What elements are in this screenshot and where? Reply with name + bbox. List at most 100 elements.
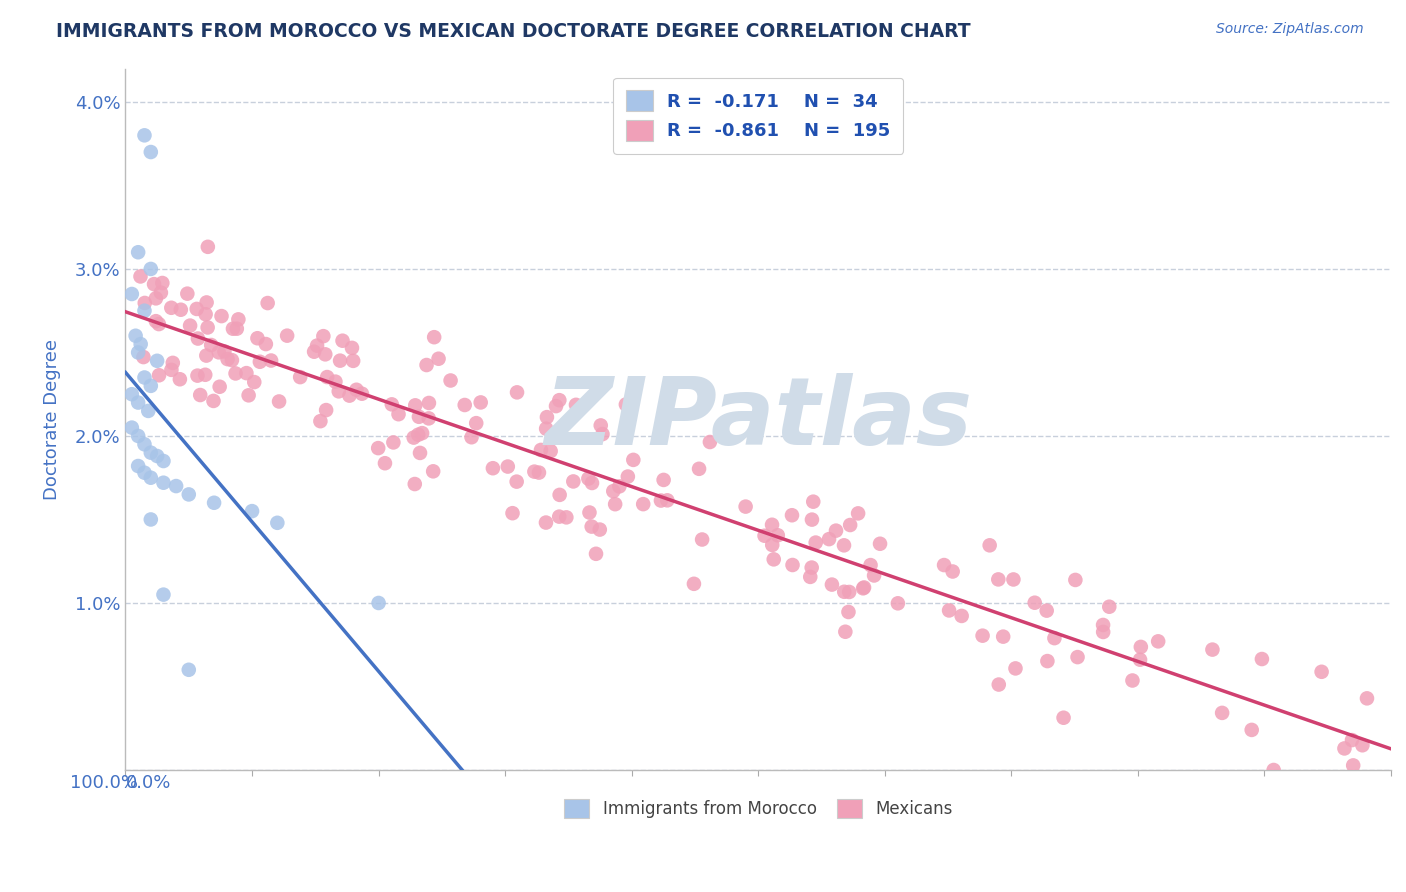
Point xyxy=(837,605,859,619)
Point xyxy=(256,296,278,310)
Point xyxy=(683,577,706,591)
Point xyxy=(502,506,524,520)
Point xyxy=(544,399,567,413)
Point xyxy=(688,462,710,476)
Point xyxy=(1024,596,1046,610)
Point xyxy=(409,446,432,460)
Point xyxy=(605,497,627,511)
Point xyxy=(177,487,200,501)
Point xyxy=(406,427,429,442)
Point xyxy=(127,245,149,260)
Point xyxy=(194,307,217,321)
Point xyxy=(411,426,433,441)
Point xyxy=(404,398,426,412)
Point xyxy=(309,414,332,428)
Point xyxy=(243,375,266,389)
Point xyxy=(225,321,247,335)
Legend: Immigrants from Morocco, Mexicans: Immigrants from Morocco, Mexicans xyxy=(558,792,959,825)
Point xyxy=(288,370,311,384)
Point xyxy=(589,418,612,433)
Point xyxy=(987,573,1010,587)
Point xyxy=(422,464,444,478)
Point xyxy=(825,524,848,538)
Point xyxy=(938,603,960,617)
Point xyxy=(470,395,492,409)
Point xyxy=(152,475,174,490)
Point xyxy=(276,328,298,343)
Point xyxy=(200,338,222,352)
Point xyxy=(1035,604,1057,618)
Point xyxy=(254,337,277,351)
Point xyxy=(1201,642,1223,657)
Point xyxy=(188,388,211,402)
Point xyxy=(225,367,247,381)
Point xyxy=(145,291,167,305)
Point xyxy=(780,508,803,523)
Point xyxy=(221,353,243,368)
Point xyxy=(127,458,149,473)
Point xyxy=(1121,673,1143,688)
Point xyxy=(762,552,785,566)
Point xyxy=(222,322,245,336)
Point xyxy=(846,507,869,521)
Point xyxy=(346,383,368,397)
Point xyxy=(534,516,557,530)
Point xyxy=(228,312,250,326)
Point xyxy=(134,303,156,318)
Point xyxy=(465,416,488,430)
Point xyxy=(548,488,571,502)
Point xyxy=(260,353,283,368)
Point xyxy=(143,277,166,292)
Point xyxy=(208,345,231,359)
Point xyxy=(149,285,172,300)
Point xyxy=(853,581,876,595)
Point xyxy=(325,375,347,389)
Point xyxy=(834,624,856,639)
Point xyxy=(799,570,821,584)
Point xyxy=(821,577,844,591)
Point xyxy=(439,374,461,388)
Point xyxy=(832,538,855,552)
Point xyxy=(127,395,149,409)
Point xyxy=(496,459,519,474)
Point xyxy=(139,262,162,277)
Point xyxy=(197,240,219,254)
Point xyxy=(839,518,862,533)
Point xyxy=(418,411,440,425)
Point xyxy=(460,430,482,444)
Point xyxy=(1351,738,1374,752)
Point xyxy=(148,368,170,383)
Text: ZIPatlas: ZIPatlas xyxy=(544,373,973,466)
Point xyxy=(381,397,404,411)
Point xyxy=(139,512,162,526)
Point xyxy=(266,516,288,530)
Point xyxy=(423,330,446,344)
Point xyxy=(316,370,339,384)
Point xyxy=(1092,618,1115,632)
Point xyxy=(217,352,239,367)
Point xyxy=(987,677,1010,691)
Point xyxy=(124,328,146,343)
Point xyxy=(367,596,389,610)
Point xyxy=(548,509,571,524)
Point xyxy=(1002,573,1025,587)
Point xyxy=(165,479,187,493)
Point xyxy=(1129,653,1152,667)
Point xyxy=(979,538,1001,552)
Point xyxy=(863,568,886,582)
Point xyxy=(838,585,860,599)
Point xyxy=(246,331,269,345)
Y-axis label: Doctorate Degree: Doctorate Degree xyxy=(44,339,60,500)
Point xyxy=(506,385,529,400)
Point xyxy=(581,475,603,490)
Point xyxy=(408,409,430,424)
Point xyxy=(932,558,955,572)
Point xyxy=(249,355,271,369)
Point xyxy=(145,314,167,328)
Point xyxy=(1310,665,1333,679)
Point xyxy=(800,513,823,527)
Point xyxy=(197,320,219,334)
Point xyxy=(1333,741,1355,756)
Point xyxy=(887,596,910,610)
Point xyxy=(578,506,600,520)
